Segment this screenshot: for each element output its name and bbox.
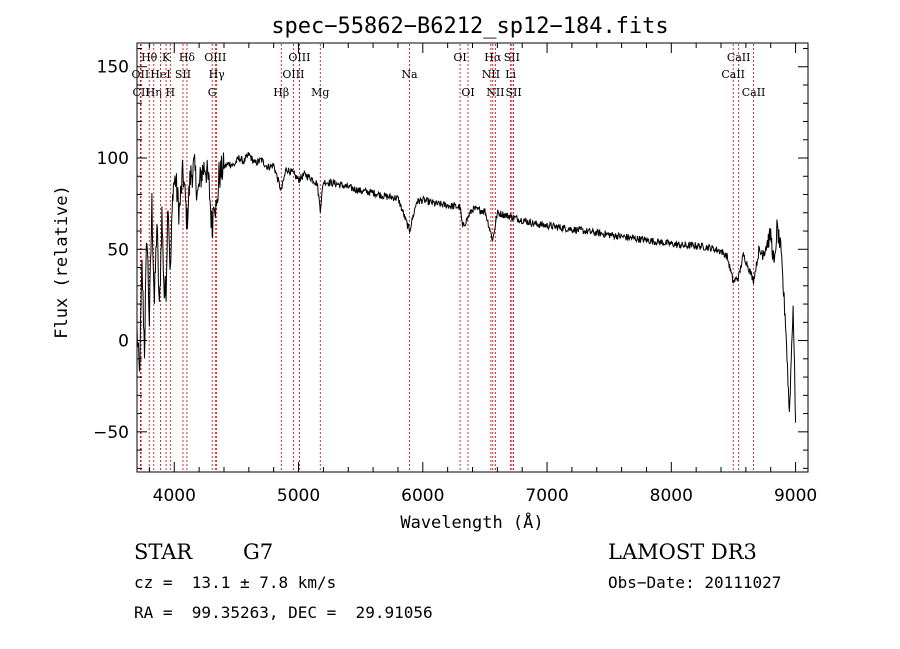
y-axis-label: Flux (relative) xyxy=(52,185,72,339)
spectral-line-label: NII xyxy=(482,68,500,81)
x-tick-label: 5000 xyxy=(277,486,320,506)
spectral-line-label: Hη xyxy=(146,86,162,99)
spectral-line-label: CaII xyxy=(742,86,766,99)
spectral-line-label: Hα xyxy=(484,51,502,64)
spectrum-series-line xyxy=(136,152,797,423)
x-tick-label: 8000 xyxy=(650,486,693,506)
spectral-line-label: OII xyxy=(131,68,149,81)
coordinates-readout: RA = 99.35263, DEC = 29.91056 xyxy=(134,603,433,622)
y-tick-label: 100 xyxy=(97,149,129,169)
spectral-line-label: SII xyxy=(175,68,191,81)
y-tick-label: 150 xyxy=(97,58,129,78)
spectral-line-label: Na xyxy=(401,68,418,81)
spectral-line-label: HeI xyxy=(150,68,170,81)
survey-name: LAMOST DR3 xyxy=(608,540,757,564)
observation-date: Obs−Date: 20111027 xyxy=(608,573,782,592)
spectral-line-label: OI xyxy=(453,51,466,64)
chart-title: spec−55862−B6212_sp12−184.fits xyxy=(271,14,668,39)
x-tick-label: 7000 xyxy=(525,486,568,506)
y-tick-label: 50 xyxy=(107,240,129,260)
y-axis: −50 0 50 100 150 xyxy=(93,47,808,469)
spectral-line-label: SII xyxy=(504,51,520,64)
x-tick-label: 4000 xyxy=(153,486,196,506)
spectral-line-label: Mg xyxy=(311,86,329,99)
y-tick-label: −50 xyxy=(93,423,129,443)
spectral-line-label: Li xyxy=(505,68,516,81)
spectral-line-label: Hγ xyxy=(209,68,226,81)
spectral-line-label: H xyxy=(166,86,176,99)
plot-frame xyxy=(136,42,809,473)
spectral-line-label: OI xyxy=(461,86,474,99)
spectral-line-label: Hθ xyxy=(141,51,158,64)
spectral-line-label: CaII xyxy=(727,51,751,64)
object-class: STAR xyxy=(134,540,193,564)
spectral-line-label: NII xyxy=(486,86,504,99)
spectral-line-label: G xyxy=(208,86,217,99)
spectral-line-label: OIII xyxy=(282,68,304,81)
redshift-readout: cz = 13.1 ± 7.8 km/s xyxy=(134,573,337,592)
spectral-line-label: OIII xyxy=(204,51,226,64)
x-axis: 4000 5000 6000 7000 8000 9000 xyxy=(148,43,817,506)
object-subclass: G7 xyxy=(243,540,274,564)
spectral-line-label: OIII xyxy=(288,51,310,64)
spectral-line-label: Hδ xyxy=(179,51,196,64)
spectral-line-label: CaII xyxy=(721,68,745,81)
x-axis-label: Wavelength (Å) xyxy=(400,511,543,533)
spectral-line-label: SII xyxy=(506,86,522,99)
x-tick-label: 9000 xyxy=(774,486,817,506)
x-tick-label: 6000 xyxy=(401,486,444,506)
spectral-line-label: Hβ xyxy=(273,86,289,99)
y-tick-label: 0 xyxy=(118,332,129,352)
spectral-line-label: K xyxy=(162,51,171,64)
